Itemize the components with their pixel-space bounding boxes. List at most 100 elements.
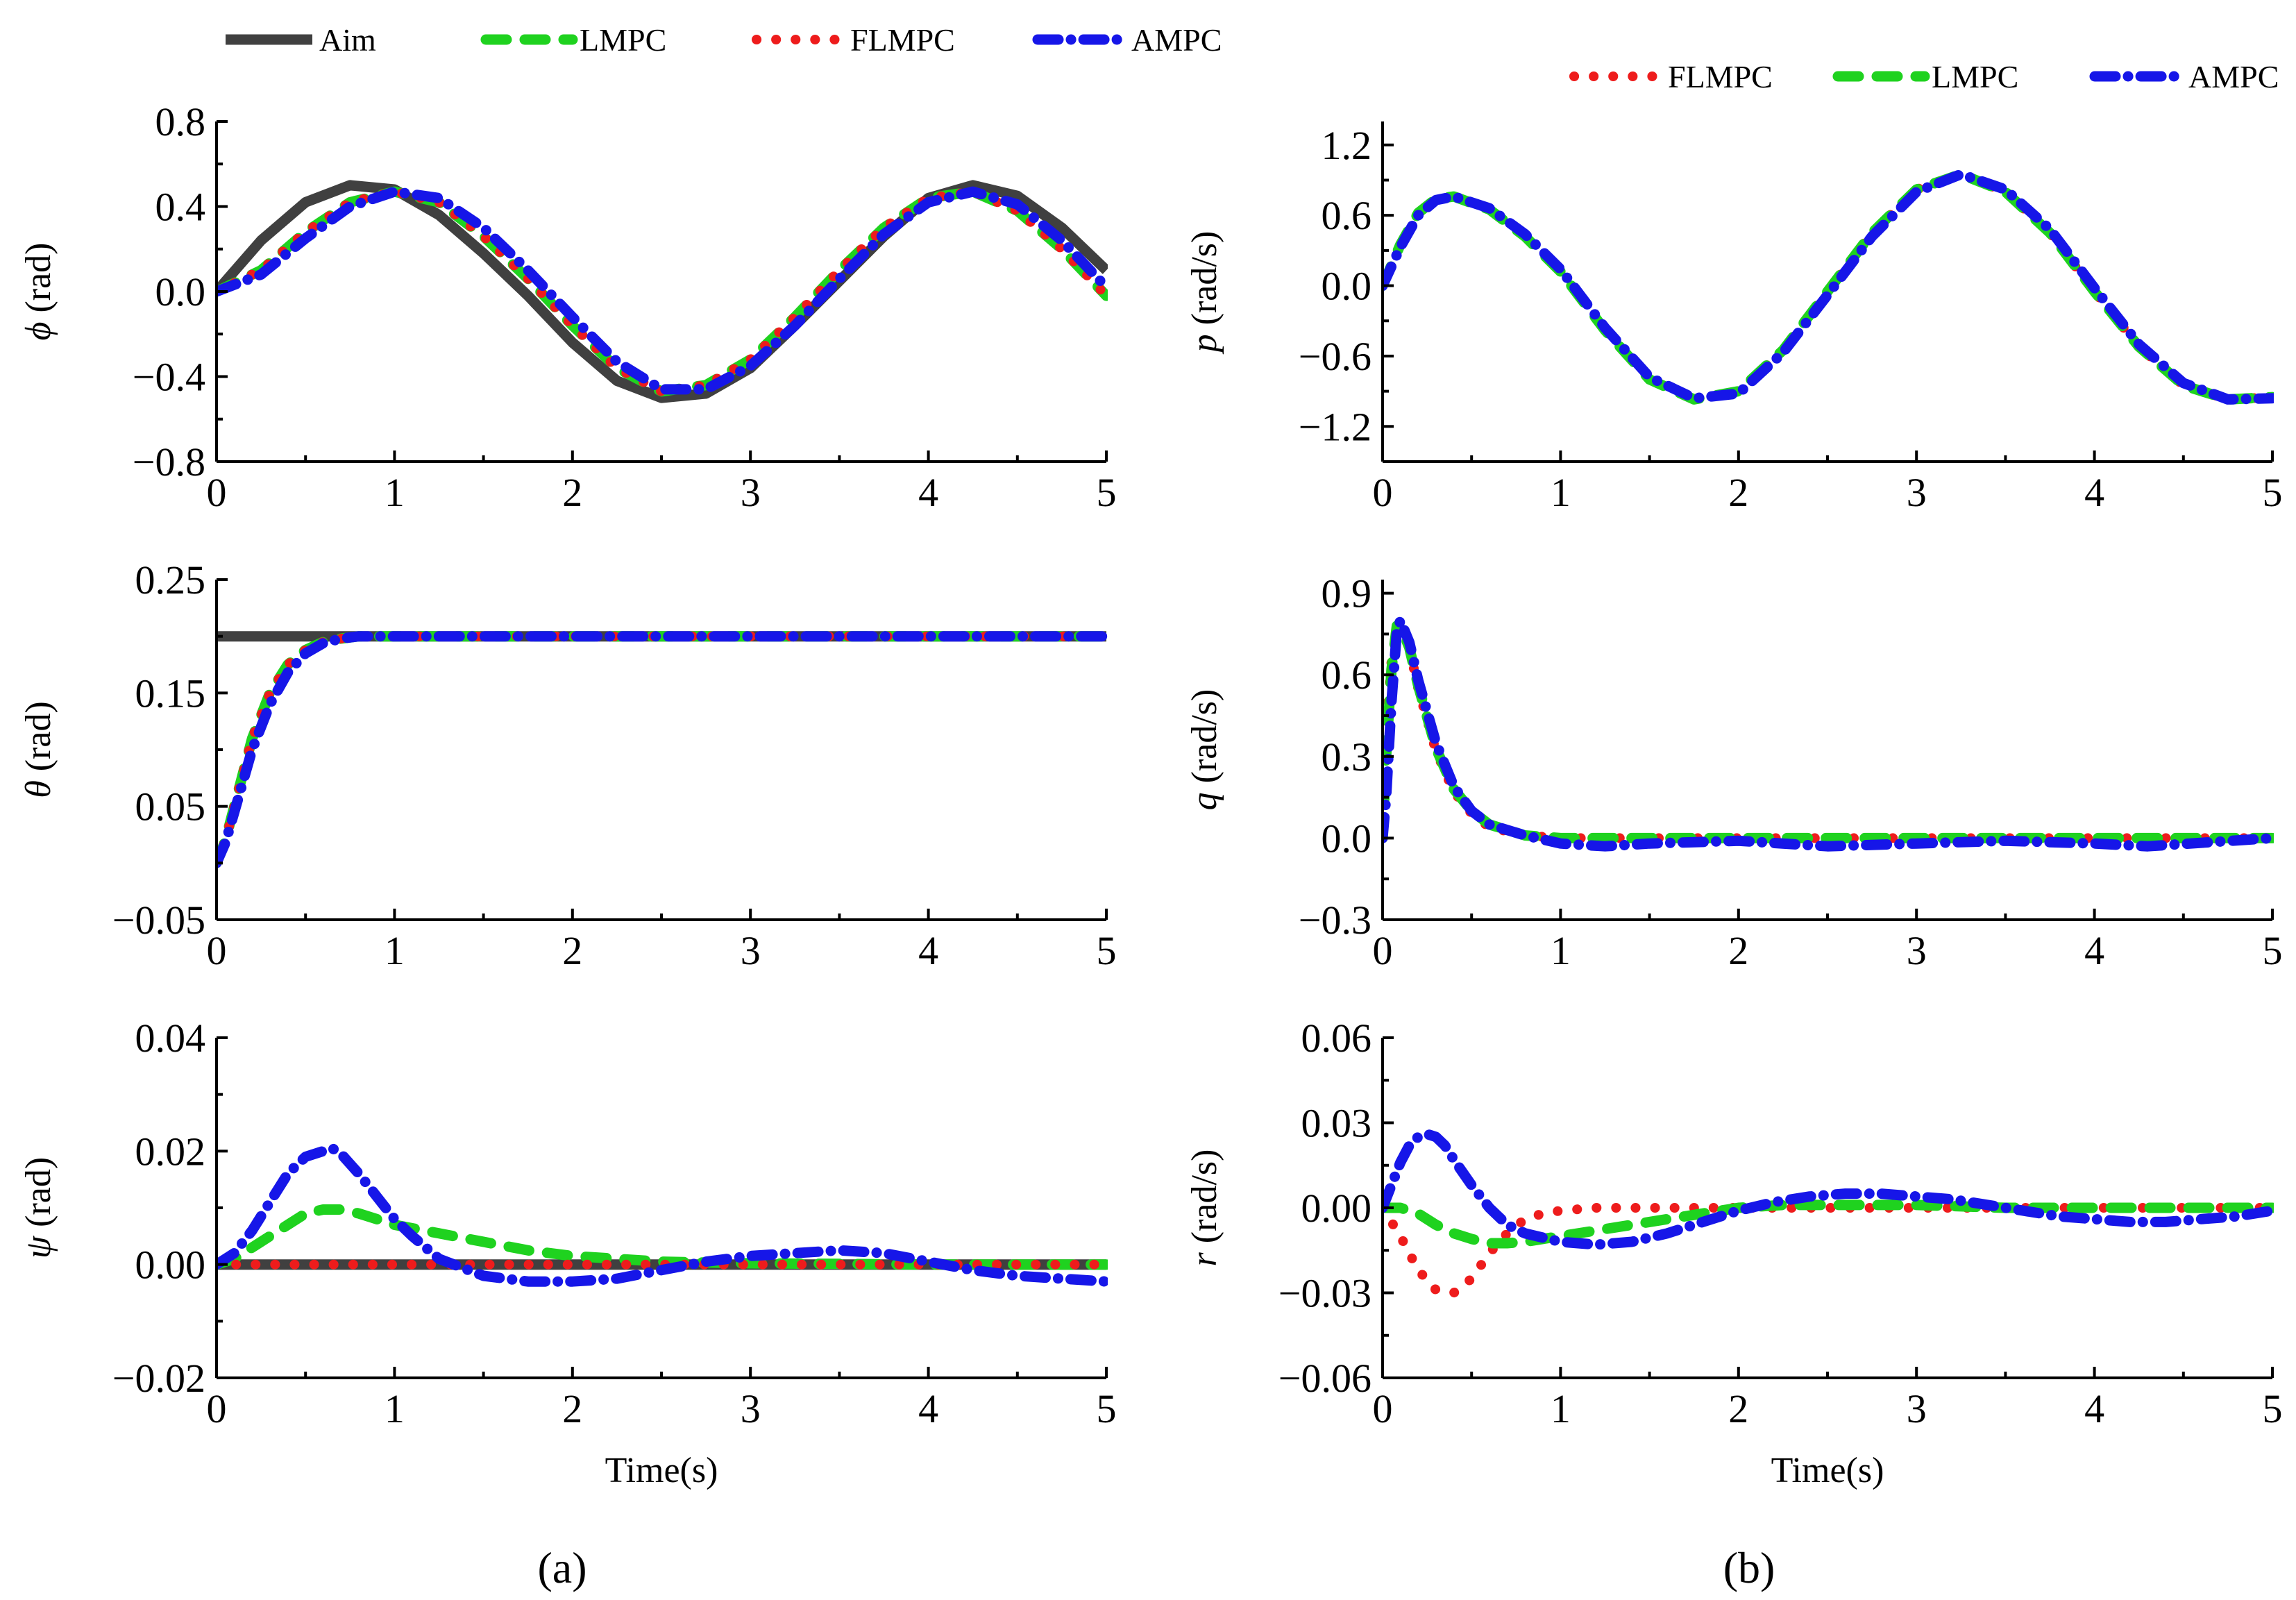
legend-label-ampc: AMPC (1131, 22, 1222, 58)
x-tick-label-theta: 2 (562, 928, 582, 973)
legend-label-aim: Aim (319, 22, 376, 58)
y-tick-label-r: 0.06 (1301, 1016, 1372, 1061)
y-tick-label-q: 0.3 (1322, 734, 1372, 780)
x-tick-label-q: 3 (1907, 928, 1927, 973)
y-tick-label-theta: 0.25 (135, 557, 206, 603)
x-tick-label-phi: 5 (1097, 470, 1117, 515)
x-tick-label-p: 5 (2263, 470, 2283, 515)
y-tick-label-psi: 0.04 (135, 1016, 206, 1061)
series-lmpc-line-p (1381, 169, 2274, 405)
y-tick-label-phi: 0.0 (155, 269, 206, 314)
y-axis-symbol-theta: θ (19, 771, 58, 798)
series-lmpc-line-psi (215, 1204, 1108, 1270)
x-tick-label-p: 0 (1373, 470, 1393, 515)
y-axis-symbol-phi: ϕ (19, 313, 58, 341)
y-axis-title-r: r (rad/s) (1185, 1150, 1224, 1267)
y-axis-unit-q: (rad/s) (1185, 689, 1224, 784)
y-tick-label-theta: 0.05 (135, 784, 206, 830)
series-flmpc-line-phi (215, 187, 1108, 396)
x-tick-label-phi: 3 (741, 470, 761, 515)
legend-label-flmpc: FLMPC (1668, 59, 1773, 94)
x-tick-label-q: 0 (1373, 928, 1393, 973)
chart-r: 0 1 2 3 4 5 0.06 0.03 0.00 −0.03 −0.06 r (rad/s) Tim… (1185, 1016, 2283, 1490)
y-tick-label-p: −0.6 (1299, 334, 1371, 379)
legend-label-flmpc: FLMPC (850, 22, 955, 58)
y-tick-label-phi: −0.4 (133, 355, 205, 400)
series-ampc-line-psi (215, 1143, 1108, 1287)
chart-theta: 0 1 2 3 4 5 0.25 0.15 0.05 −0.05 θ (rad) (19, 557, 1117, 973)
y-axis-unit-psi: (rad) (19, 1157, 58, 1227)
x-tick-label-phi: 2 (562, 470, 582, 515)
y-axis-symbol-r: r (1185, 1243, 1224, 1266)
y-tick-label-psi: 0.00 (135, 1243, 206, 1288)
legend-label-ampc: AMPC (2188, 59, 2279, 94)
y-axis-symbol-p: p (1185, 325, 1224, 355)
y-tick-label-p: 0.6 (1322, 193, 1372, 238)
x-tick-label-p: 4 (2084, 470, 2104, 515)
x-tick-label-q: 4 (2084, 928, 2104, 973)
y-axis-title-q: q (rad/s) (1185, 689, 1224, 811)
chart-phi: 0 1 2 3 4 5 0.8 0.4 0.0 −0.4 −0.8 ϕ (rad) (19, 99, 1117, 515)
x-axis-title-r: Time(s) (1771, 1451, 1884, 1490)
y-tick-label-theta: −0.05 (112, 898, 205, 943)
x-tick-label-p: 2 (1728, 470, 1748, 515)
y-tick-label-phi: 0.8 (155, 99, 206, 144)
x-tick-label-r: 0 (1373, 1386, 1393, 1431)
series-lmpc-line-theta (215, 631, 1108, 868)
y-tick-label-phi: 0.4 (155, 185, 206, 230)
x-tick-label-p: 3 (1907, 470, 1927, 515)
x-tick-label-p: 1 (1551, 470, 1571, 515)
x-tick-label-r: 5 (2263, 1386, 2283, 1431)
y-tick-label-p: 0.0 (1322, 264, 1372, 309)
x-tick-label-psi: 3 (741, 1386, 761, 1431)
y-tick-label-q: 0.6 (1322, 652, 1372, 698)
legend-panel-a: Aim LMPC FLMPC AMPC (226, 22, 1222, 58)
y-tick-label-r: 0.00 (1301, 1186, 1372, 1231)
chart-psi: 0 1 2 3 4 5 0.04 0.02 0.00 −0.02 ψ (rad) Time(s) (19, 1016, 1117, 1490)
y-tick-label-r: −0.03 (1278, 1271, 1371, 1316)
x-tick-label-theta: 3 (741, 928, 761, 973)
x-tick-label-theta: 5 (1097, 928, 1117, 973)
chart-p: 0 1 2 3 4 5 1.2 0.6 0.0 −0.6 −1.2 p (rad/s) (1185, 121, 2283, 515)
x-tick-label-psi: 0 (207, 1386, 227, 1431)
y-tick-label-psi: 0.02 (135, 1129, 206, 1174)
y-axis-title-psi: ψ (rad) (19, 1157, 58, 1258)
caption-panel-a: (a) (537, 1543, 586, 1592)
x-tick-label-psi: 4 (918, 1386, 938, 1431)
x-tick-label-r: 2 (1728, 1386, 1748, 1431)
series-ampc-line-theta (215, 631, 1108, 868)
x-tick-label-r: 4 (2084, 1386, 2104, 1431)
x-tick-label-q: 5 (2263, 928, 2283, 973)
caption-panel-b: (b) (1723, 1543, 1775, 1592)
x-tick-label-r: 3 (1907, 1386, 1927, 1431)
legend-label-lmpc: LMPC (580, 22, 666, 58)
y-axis-title-phi: ϕ (rad) (19, 243, 58, 341)
x-tick-label-psi: 5 (1097, 1386, 1117, 1431)
x-tick-label-q: 2 (1728, 928, 1748, 973)
series-ampc-line-r (1381, 1129, 2274, 1250)
y-tick-label-psi: −0.02 (112, 1356, 205, 1401)
x-tick-label-r: 1 (1551, 1386, 1571, 1431)
y-axis-title-p: p (rad/s) (1185, 231, 1224, 355)
y-tick-label-p: 1.2 (1322, 123, 1372, 168)
y-tick-label-q: 0.0 (1322, 816, 1372, 861)
series-ampc-line-phi (215, 186, 1108, 395)
x-axis-title-psi: Time(s) (605, 1451, 718, 1490)
series-aim-line-phi (215, 180, 1108, 403)
series-flmpc-line-theta (215, 631, 1108, 868)
series-ampc-line-q (1381, 615, 2274, 852)
y-tick-label-q: 0.9 (1322, 571, 1372, 616)
x-tick-label-psi: 1 (385, 1386, 405, 1431)
y-axis-title-theta: θ (rad) (19, 701, 58, 798)
y-tick-label-r: 0.03 (1301, 1101, 1372, 1146)
x-tick-label-phi: 0 (207, 470, 227, 515)
legend-label-lmpc: LMPC (1932, 59, 2018, 94)
y-tick-label-theta: 0.15 (135, 671, 206, 716)
x-tick-label-phi: 1 (385, 470, 405, 515)
y-axis-symbol-psi: ψ (19, 1227, 58, 1258)
x-tick-label-theta: 1 (385, 928, 405, 973)
y-axis-unit-theta: (rad) (19, 701, 58, 771)
y-tick-label-p: −1.2 (1299, 404, 1371, 449)
y-tick-label-q: −0.3 (1299, 898, 1371, 943)
